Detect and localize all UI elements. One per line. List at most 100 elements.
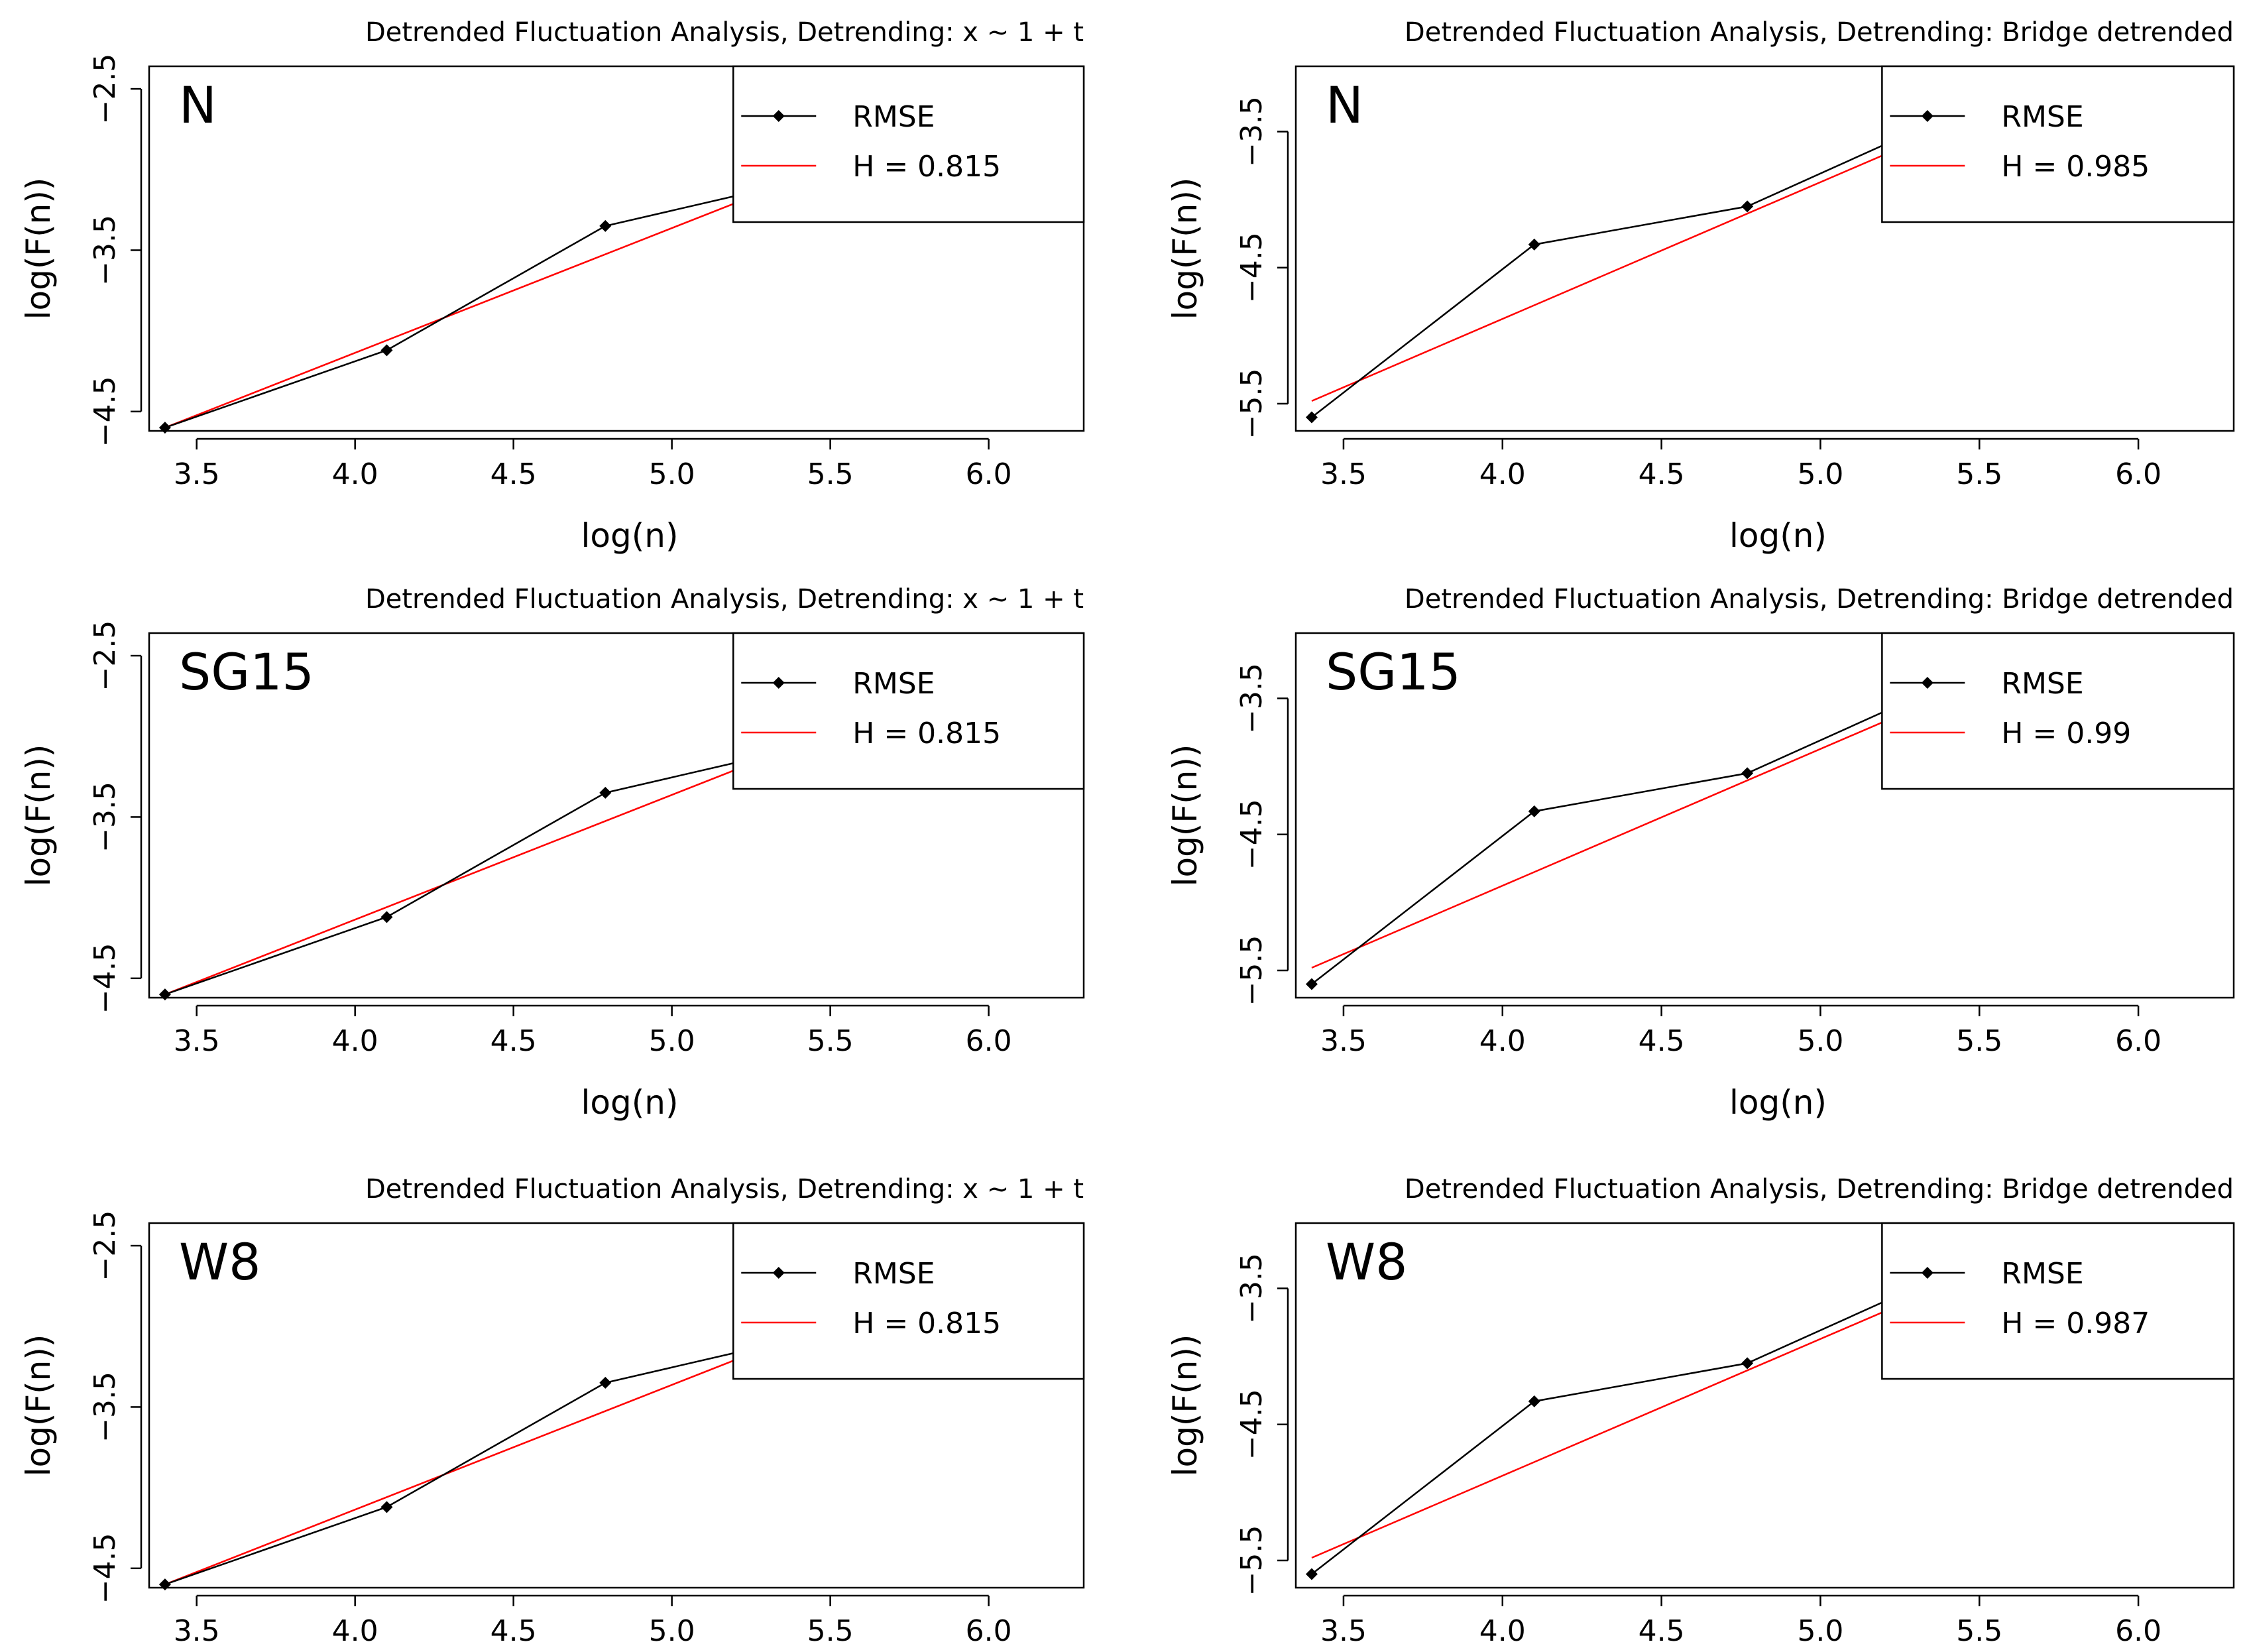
y-tick-label: −3.5	[88, 782, 122, 853]
y-tick-label: −2.5	[88, 620, 122, 691]
legend-entry: RMSE	[2001, 100, 2083, 134]
legend-box	[732, 65, 1085, 223]
x-tick-label: 5.0	[1797, 457, 1843, 491]
x-tick-label: 5.5	[807, 457, 854, 491]
x-tick-label: 5.5	[1956, 1024, 2002, 1058]
legend-entry: H = 0.985	[2001, 150, 2150, 184]
x-tick-label: 4.5	[1639, 1614, 1685, 1648]
legend-entry: H = 0.815	[852, 1307, 1001, 1340]
plot-frame	[148, 632, 1085, 999]
x-tick-label: 4.0	[332, 457, 378, 491]
panel-label: SG15	[1326, 642, 1461, 701]
legend-entry: RMSE	[852, 100, 935, 134]
y-tick-label: −4.5	[88, 1533, 122, 1604]
x-tick-label: 3.5	[1320, 1614, 1367, 1648]
rmse-line	[164, 184, 780, 429]
legend-entry: H = 0.987	[2001, 1307, 2150, 1340]
legend-marker-rmse	[1921, 1267, 1933, 1279]
y-tick-label: −4.5	[88, 943, 122, 1014]
panel-label: SG15	[179, 642, 314, 701]
chart-panel-2: Detrended Fluctuation Analysis, Detrendi…	[1166, 17, 2235, 555]
plot-frame	[1295, 65, 2235, 432]
y-tick-label: −3.5	[1235, 96, 1269, 167]
x-tick-label: 6.0	[2115, 457, 2161, 491]
y-tick-label: −5.5	[1235, 935, 1269, 1006]
legend-entry: RMSE	[2001, 667, 2083, 701]
x-tick-label: 5.0	[649, 1024, 695, 1058]
x-tick-label: 6.0	[966, 457, 1012, 491]
rmse-point	[380, 911, 393, 923]
x-tick-label: 4.5	[490, 1614, 537, 1648]
x-axis-label: log(n)	[581, 516, 679, 555]
x-tick-label: 5.0	[1797, 1024, 1843, 1058]
x-tick-label: 5.0	[649, 457, 695, 491]
y-axis-label: log(F(n))	[19, 1334, 58, 1477]
rmse-point	[158, 422, 171, 434]
panel-label: N	[179, 76, 217, 135]
chart-panel-4: Detrended Fluctuation Analysis, Detrendi…	[1166, 584, 2235, 1122]
legend-entry: H = 0.815	[852, 150, 1001, 184]
y-axis-label: log(F(n))	[1166, 1334, 1204, 1477]
chart-panel-1: Detrended Fluctuation Analysis, Detrendi…	[19, 17, 1085, 555]
chart-title: Detrended Fluctuation Analysis, Detrendi…	[365, 1174, 1084, 1205]
x-tick-label: 4.5	[1639, 457, 1685, 491]
rmse-point	[1528, 1395, 1540, 1407]
x-tick-label: 3.5	[174, 1024, 220, 1058]
legend-marker-rmse	[1921, 110, 1933, 122]
fit-line	[164, 1341, 780, 1586]
y-tick-label: −4.5	[1235, 232, 1269, 303]
x-tick-label: 3.5	[174, 457, 220, 491]
x-axis-label: log(n)	[581, 1083, 679, 1122]
y-axis-label: log(F(n))	[19, 178, 58, 320]
x-tick-label: 5.5	[807, 1024, 854, 1058]
y-tick-label: −3.5	[1235, 663, 1269, 734]
legend-entry: RMSE	[852, 1257, 935, 1291]
x-tick-label: 6.0	[966, 1024, 1012, 1058]
legend-box	[1881, 65, 2235, 223]
rmse-point	[158, 988, 171, 1001]
legend-marker-rmse	[772, 677, 785, 689]
y-tick-label: −4.5	[1235, 799, 1269, 870]
plot-frame	[1295, 632, 2235, 999]
x-tick-label: 3.5	[1320, 1024, 1367, 1058]
rmse-line	[164, 751, 780, 996]
x-tick-label: 3.5	[1320, 457, 1367, 491]
chart-title: Detrended Fluctuation Analysis, Detrendi…	[1405, 1174, 2234, 1205]
panel-label: W8	[1326, 1232, 1408, 1291]
x-tick-label: 3.5	[174, 1614, 220, 1648]
x-tick-label: 6.0	[966, 1614, 1012, 1648]
x-tick-label: 6.0	[2115, 1024, 2161, 1058]
chart-title: Detrended Fluctuation Analysis, Detrendi…	[365, 17, 1084, 48]
legend-marker-rmse	[772, 1267, 785, 1279]
rmse-point	[599, 786, 612, 799]
fit-line	[164, 751, 780, 996]
rmse-point	[1528, 238, 1540, 251]
rmse-point	[1528, 805, 1540, 817]
rmse-point	[1741, 200, 1754, 213]
x-tick-label: 4.5	[490, 1024, 537, 1058]
chart-title: Detrended Fluctuation Analysis, Detrendi…	[1405, 584, 2234, 615]
legend-box	[1881, 1222, 2235, 1380]
x-tick-label: 5.5	[1956, 457, 2002, 491]
y-tick-label: −3.5	[88, 1372, 122, 1443]
rmse-point	[380, 344, 393, 357]
x-tick-label: 5.5	[807, 1614, 854, 1648]
x-tick-label: 4.0	[332, 1614, 378, 1648]
chart-panel-5: Detrended Fluctuation Analysis, Detrendi…	[19, 1174, 1085, 1648]
x-axis-label: log(n)	[1729, 1083, 1827, 1122]
plot-frame	[148, 1222, 1085, 1589]
y-tick-label: −5.5	[1235, 369, 1269, 440]
y-tick-label: −2.5	[88, 54, 122, 125]
x-tick-label: 4.0	[1479, 1614, 1526, 1648]
x-tick-label: 6.0	[2115, 1614, 2161, 1648]
fit-line	[1311, 701, 1929, 969]
rmse-line	[164, 1341, 780, 1586]
y-axis-label: log(F(n))	[1166, 744, 1204, 887]
legend-entry: H = 0.99	[2001, 717, 2131, 750]
fit-line	[1311, 135, 1929, 402]
rmse-point	[1305, 411, 1318, 424]
fit-line	[164, 184, 780, 429]
chart-panel-3: Detrended Fluctuation Analysis, Detrendi…	[19, 584, 1085, 1122]
x-tick-label: 4.0	[1479, 457, 1526, 491]
